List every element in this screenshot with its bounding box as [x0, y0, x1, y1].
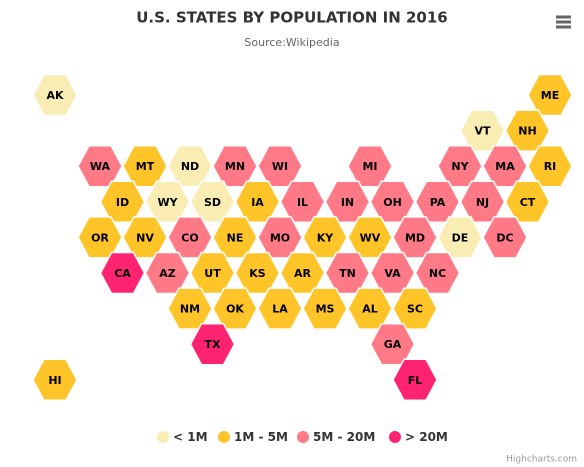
tile-label: UT [204, 267, 221, 280]
tile-label: NV [136, 231, 154, 244]
tile-label: MO [270, 231, 290, 244]
tile-label: NM [180, 303, 200, 316]
tile-label: MA [495, 160, 515, 173]
tile [32, 73, 78, 117]
tile [369, 322, 416, 366]
tile-label: LA [272, 303, 288, 316]
tile [32, 358, 78, 402]
tile-label: WI [272, 160, 288, 173]
tile-label: WY [157, 196, 178, 209]
tile-label: CA [114, 267, 131, 280]
tile-label: NY [451, 160, 469, 173]
legend-label[interactable]: 1M - 5M [234, 430, 288, 444]
tile [482, 216, 528, 259]
tile-label: KS [249, 267, 266, 280]
tile-label: IA [251, 196, 264, 209]
tile-label: IN [341, 196, 354, 209]
tile [189, 322, 236, 366]
tile-label: MT [136, 160, 155, 173]
tile-label: RI [544, 160, 557, 173]
tile [77, 216, 123, 259]
chart-subtitle: Source:Wikipedia [244, 36, 339, 49]
tile-label: GA [384, 338, 402, 351]
tile [99, 251, 146, 295]
tile [302, 287, 348, 330]
tile-label: PA [430, 196, 446, 209]
tile [392, 358, 438, 402]
menu-icon[interactable] [556, 15, 571, 29]
tile-label: FL [408, 374, 423, 387]
legend-label[interactable]: < 1M [173, 430, 208, 444]
tile-label: DE [452, 231, 469, 244]
tile-label: NH [518, 125, 536, 138]
legend-label[interactable]: > 20M [405, 430, 448, 444]
tile [144, 251, 191, 295]
tile-label: ME [541, 89, 559, 102]
chart-title: U.S. STATES BY POPULATION IN 2016 [136, 9, 447, 27]
tile-label: AL [362, 303, 378, 316]
tile-label: OR [91, 231, 109, 244]
tile-label: KY [317, 231, 335, 244]
tile-label: NE [227, 231, 244, 244]
tile-label: CO [181, 231, 198, 244]
tile-label: CT [520, 196, 536, 209]
tile-label: MS [316, 303, 335, 316]
tile-label: ND [181, 160, 199, 173]
tile [347, 287, 393, 330]
tile-label: IL [297, 196, 308, 209]
tile-label: WV [360, 231, 381, 244]
tile-label: SD [204, 196, 221, 209]
tile-label: DC [496, 231, 513, 244]
tile-label: OH [383, 196, 402, 209]
tile [77, 144, 123, 188]
tile-label: SC [407, 303, 423, 316]
tile-label: VT [474, 125, 491, 138]
tile-label: WA [90, 160, 111, 173]
tile [167, 287, 213, 330]
tile-label: AZ [159, 267, 176, 280]
tile-label: MN [225, 160, 245, 173]
tile-label: MD [405, 231, 425, 244]
tile-label: TX [205, 338, 222, 351]
tile-label: HI [48, 374, 61, 387]
legend-label[interactable]: 5M - 20M [313, 430, 375, 444]
tile-label: NC [429, 267, 446, 280]
tile-label: VA [384, 267, 401, 280]
tile-label: MI [362, 160, 377, 173]
legend-marker [157, 431, 169, 443]
legend-marker [218, 431, 230, 443]
tile-label: TN [339, 267, 356, 280]
legend-marker [389, 431, 401, 443]
tile [257, 287, 303, 330]
tile-label: OK [226, 303, 244, 316]
menu-button[interactable] [553, 12, 575, 32]
tile-label: NJ [476, 196, 489, 209]
tile-label: ID [116, 196, 129, 209]
tile-label: AR [294, 267, 312, 280]
credits[interactable]: Highcharts.com [506, 455, 577, 465]
tile-label: AK [46, 89, 64, 102]
legend-marker [297, 431, 309, 443]
